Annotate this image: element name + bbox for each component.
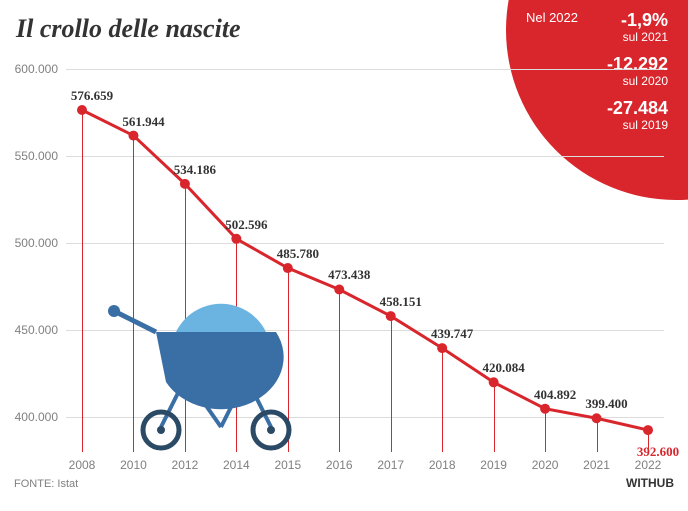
x-tick-label: 2020	[532, 458, 559, 472]
point-label: 439.747	[431, 326, 473, 342]
point-label: 404.892	[534, 387, 576, 403]
y-tick-label: 550.000	[8, 149, 58, 163]
y-tick-label: 400.000	[8, 410, 58, 424]
x-tick-label: 2019	[480, 458, 507, 472]
point-label: 420.084	[483, 360, 525, 376]
x-tick-label: 2010	[120, 458, 147, 472]
callout-sub-0: sul 2021	[623, 30, 668, 44]
brand-label: WITHUB	[626, 476, 674, 490]
point-label: 473.438	[328, 267, 370, 283]
x-tick-label: 2021	[583, 458, 610, 472]
x-tick-label: 2012	[172, 458, 199, 472]
x-tick-label: 2008	[69, 458, 96, 472]
y-tick-label: 600.000	[8, 62, 58, 76]
point-label: 561.944	[122, 114, 164, 130]
y-tick-label: 450.000	[8, 323, 58, 337]
point-label: 458.151	[380, 294, 422, 310]
x-tick-label: 2016	[326, 458, 353, 472]
point-label: 485.780	[277, 246, 319, 262]
callout-header: Nel 2022	[526, 10, 578, 25]
x-tick-label: 2017	[377, 458, 404, 472]
point-label: 534.186	[174, 162, 216, 178]
x-tick-label: 2015	[274, 458, 301, 472]
source-label: FONTE: Istat	[14, 478, 78, 490]
point-label: 502.596	[225, 217, 267, 233]
point-label: 399.400	[585, 396, 627, 412]
x-tick-label: 2018	[429, 458, 456, 472]
x-tick-label: 2022	[635, 458, 662, 472]
y-tick-label: 500.000	[8, 236, 58, 250]
point-label: 576.659	[71, 88, 113, 104]
x-tick-label: 2014	[223, 458, 250, 472]
callout-value-0: -1,9%	[621, 10, 668, 31]
